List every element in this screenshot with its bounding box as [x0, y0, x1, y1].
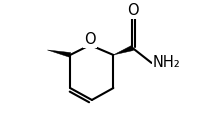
Text: O: O: [127, 3, 138, 18]
Polygon shape: [113, 45, 133, 55]
Text: O: O: [84, 32, 96, 47]
Text: NH₂: NH₂: [153, 55, 180, 70]
Polygon shape: [47, 50, 71, 57]
